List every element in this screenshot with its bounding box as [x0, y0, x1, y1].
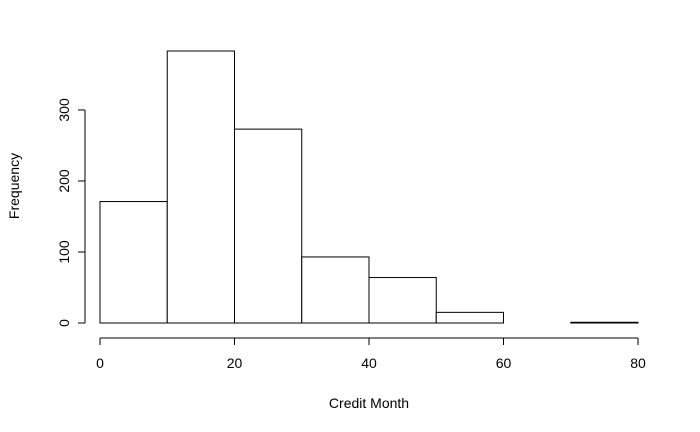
- bar-10-20: [166, 50, 235, 324]
- x-axis: 0 20 40 60 80: [96, 337, 646, 371]
- y-ticks: 0 100 200 300: [56, 98, 85, 327]
- x-tick-label: 40: [361, 355, 377, 371]
- x-tick-label: 0: [96, 355, 104, 371]
- y-tick-label: 0: [56, 319, 72, 327]
- bars-group: [99, 50, 639, 324]
- x-tick-label: 60: [496, 355, 512, 371]
- x-axis-title: Credit Month: [329, 395, 409, 411]
- y-tick-label: 300: [56, 98, 72, 122]
- bar-50-60: [435, 311, 504, 324]
- y-axis: 0 100 200 300: [56, 98, 86, 327]
- bar-30-40: [301, 256, 370, 324]
- y-axis-title: Frequency: [6, 153, 22, 219]
- x-ticks: 0 20 40 60 80: [96, 338, 646, 371]
- bar-40-50: [368, 277, 437, 324]
- y-tick-label: 200: [56, 169, 72, 193]
- bar-70-80: [570, 321, 639, 324]
- x-tick-label: 20: [227, 355, 243, 371]
- y-tick-label: 100: [56, 240, 72, 264]
- x-tick-label: 80: [630, 355, 646, 371]
- bar-0-10: [99, 201, 168, 324]
- bar-20-30: [234, 128, 303, 324]
